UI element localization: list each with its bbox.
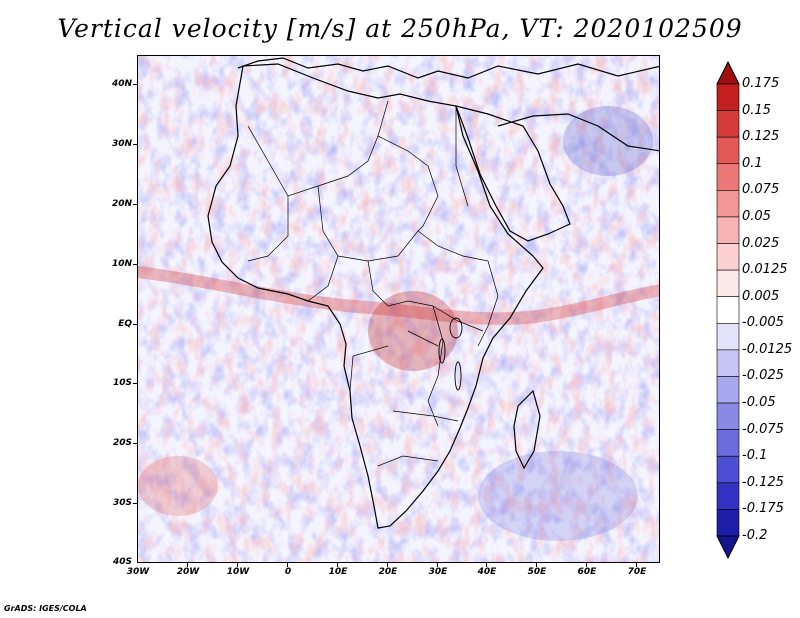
- lon-tick: [536, 563, 537, 567]
- colorbar-label: 0.075: [742, 182, 780, 198]
- lon-tick: [586, 563, 587, 567]
- lat-label-40s: 40S: [112, 557, 132, 567]
- colorbar-segment: [716, 216, 740, 244]
- map-plot-area: [137, 55, 660, 563]
- colorbar-label: 0.125: [742, 129, 780, 145]
- colorbar-segment: [716, 136, 740, 165]
- lon-label-40e: 40E: [477, 567, 497, 577]
- colorbar-label: 0.005: [742, 288, 780, 304]
- lon-tick: [337, 563, 338, 567]
- colorbar-label: -0.075: [742, 421, 784, 437]
- colorbar-label: -0.005: [742, 315, 784, 331]
- lon-tick: [437, 563, 438, 567]
- lon-label-20w: 20W: [176, 567, 200, 577]
- lon-label-0: 0: [284, 567, 292, 577]
- colorbar-segment: [716, 376, 740, 404]
- colorbar-segment: [716, 243, 740, 271]
- colorbar-segment: [716, 190, 740, 218]
- grads-credit: GrADS: IGES/COLA: [4, 604, 87, 613]
- colorbar-segment: [716, 402, 740, 430]
- congo-red-patch: [368, 291, 458, 371]
- lat-label-20n: 20N: [111, 199, 132, 209]
- lat-tick: [133, 503, 137, 504]
- lon-label-60e: 60E: [577, 567, 597, 577]
- lat-tick: [133, 264, 137, 265]
- colorbar-label: -0.1: [742, 448, 768, 464]
- lon-tick: [187, 563, 188, 567]
- lat-tick: [133, 443, 137, 444]
- lon-label-20e: 20E: [378, 567, 398, 577]
- lon-label-10w: 10W: [226, 567, 250, 577]
- colorbar-label: 0.1: [742, 155, 763, 171]
- lat-tick: [133, 324, 137, 325]
- velocity-field-map: [138, 56, 659, 562]
- lat-tick: [133, 84, 137, 85]
- lat-label-30n: 30N: [111, 139, 132, 149]
- lat-tick: [133, 144, 137, 145]
- lon-tick: [287, 563, 288, 567]
- lon-tick: [486, 563, 487, 567]
- colorbar-segment: [716, 509, 740, 537]
- colorbar-segment: [716, 269, 740, 298]
- colorbar-label: 0.175: [742, 76, 780, 91]
- colorbar-segment: [716, 349, 740, 377]
- lat-label-40n: 40N: [111, 79, 132, 89]
- colorbar-segment: [716, 455, 740, 484]
- colorbar-label: 0.025: [742, 235, 780, 251]
- colorbar-top-triangle: [716, 60, 740, 85]
- lon-label-30w: 30W: [126, 567, 150, 577]
- colorbar-segment: [716, 163, 740, 191]
- colorbar-segment: [716, 322, 740, 351]
- lat-label-eq: EQ: [118, 319, 132, 329]
- sw-red-patch: [138, 456, 218, 516]
- colorbar-label: -0.025: [742, 368, 784, 384]
- lat-label-30s: 30S: [112, 498, 132, 508]
- lon-label-50e: 50E: [527, 567, 547, 577]
- colorbar-segment: [716, 83, 740, 111]
- lat-tick: [133, 383, 137, 384]
- country-borders: [247, 100, 499, 467]
- colorbar-label: 0.05: [742, 208, 771, 224]
- lon-tick: [387, 563, 388, 567]
- great-lakes: [438, 317, 463, 391]
- lat-label-10s: 10S: [112, 378, 132, 388]
- map-title: Vertical velocity [m/s] at 250hPa, VT: 2…: [57, 14, 743, 43]
- colorbar-label: 0.15: [742, 102, 771, 118]
- colorbar: [716, 60, 740, 560]
- lon-label-70e: 70E: [627, 567, 647, 577]
- colorbar-label: -0.125: [742, 474, 784, 490]
- lon-label-30e: 30E: [428, 567, 448, 577]
- south-blue-patch: [478, 451, 638, 541]
- lat-tick: [133, 204, 137, 205]
- east-blue-patch: [563, 106, 653, 176]
- colorbar-label: -0.2: [742, 528, 768, 543]
- colorbar-label: -0.0125: [742, 341, 793, 357]
- colorbar-label: 0.0125: [742, 262, 788, 278]
- lon-tick: [237, 563, 238, 567]
- colorbar-bottom-triangle: [716, 535, 740, 560]
- colorbar-segment: [716, 429, 740, 457]
- lon-tick: [636, 563, 637, 567]
- colorbar-segment: [716, 482, 740, 510]
- coastlines: [207, 57, 659, 529]
- lat-label-10n: 10N: [111, 259, 132, 269]
- colorbar-label: -0.05: [742, 395, 776, 411]
- lon-label-10e: 10E: [328, 567, 348, 577]
- lat-label-20s: 20S: [112, 438, 132, 448]
- velocity-noise-layer: [138, 56, 659, 562]
- colorbar-segment: [716, 296, 740, 324]
- itcz-red-band: [138, 266, 659, 325]
- colorbar-label: -0.175: [742, 501, 784, 517]
- colorbar-segment: [716, 110, 740, 138]
